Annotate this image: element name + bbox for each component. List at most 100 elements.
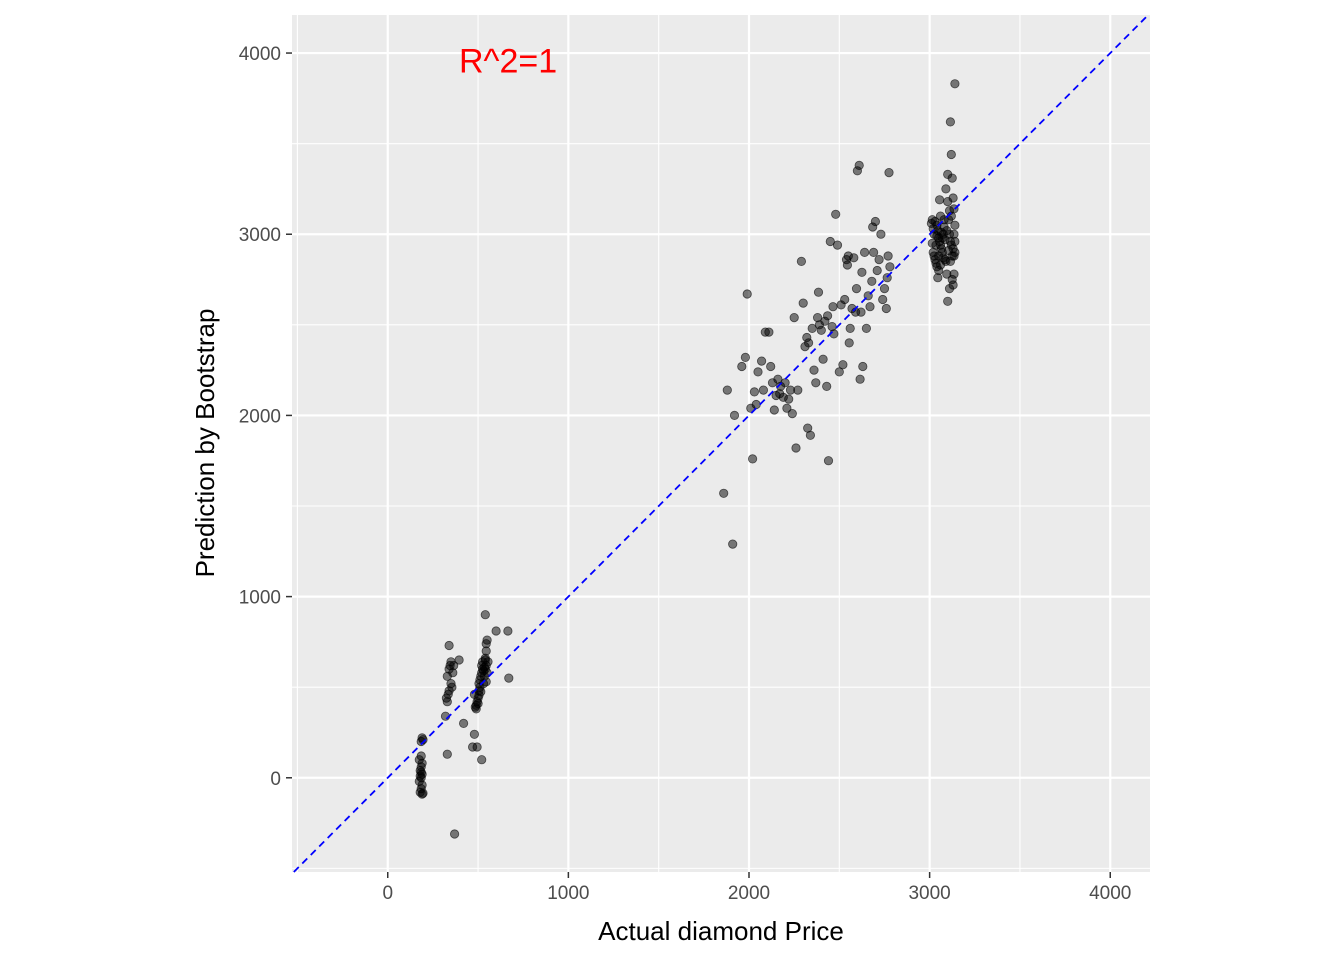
data-point (950, 220, 960, 230)
data-point (872, 265, 882, 276)
data-point (473, 698, 483, 709)
data-point (469, 729, 479, 739)
data-point (756, 356, 767, 366)
data-point (764, 327, 774, 337)
data-point (722, 385, 732, 395)
data-point (938, 253, 948, 263)
data-point (787, 408, 797, 419)
data-point (950, 79, 960, 89)
data-point (946, 149, 956, 160)
data-point (742, 289, 752, 299)
data-point (884, 168, 894, 178)
data-point (753, 367, 763, 377)
data-point (807, 323, 817, 333)
data-point (928, 224, 938, 234)
data-point (947, 173, 957, 183)
data-point (834, 367, 844, 377)
data-point (504, 673, 514, 683)
y-tick-label: 0 (270, 769, 281, 790)
y-tick-label: 1000 (239, 588, 281, 609)
data-point (949, 269, 959, 279)
data-point (844, 338, 854, 348)
data-point (874, 255, 884, 265)
data-point (449, 660, 459, 671)
data-point (868, 247, 879, 257)
data-point (822, 311, 833, 321)
data-point (472, 742, 482, 752)
x-axis-ticks: 0 1000 2000 3000 4000 (382, 872, 1131, 904)
data-point (481, 677, 491, 687)
data-point (503, 626, 513, 636)
data-point (728, 539, 738, 549)
data-point (851, 283, 862, 294)
annotation-r2: R^2=1 (459, 42, 557, 80)
reference-line-group (293, 14, 1149, 873)
data-point (950, 236, 960, 247)
data-point (883, 251, 893, 261)
data-point (878, 294, 888, 305)
major-gridlines (292, 15, 1150, 872)
y-tick-label: 2000 (239, 406, 281, 427)
x-axis-title: Actual diamond Price (598, 916, 844, 946)
x-tick-label: 3000 (908, 883, 950, 904)
data-point (879, 283, 890, 294)
data-point (796, 256, 807, 266)
data-point (818, 354, 828, 364)
x-tick-label: 1000 (547, 883, 589, 904)
data-point (940, 235, 950, 245)
data-point (832, 240, 843, 250)
data-point (927, 238, 937, 248)
data-point (747, 454, 758, 464)
data-point (479, 662, 489, 672)
data-point (942, 226, 952, 236)
data-point (780, 378, 790, 388)
data-point (458, 718, 469, 729)
minor-gridlines (292, 15, 1150, 872)
data-point (948, 280, 958, 290)
data-point (740, 352, 751, 362)
data-point (729, 410, 740, 420)
data-point (491, 626, 501, 636)
data-point (793, 385, 803, 395)
data-point (856, 307, 866, 317)
x-tick-label: 0 (382, 883, 393, 904)
data-point (805, 430, 816, 440)
data-point (838, 360, 848, 370)
data-point (885, 262, 895, 272)
data-point (416, 751, 426, 761)
data-point (782, 403, 792, 413)
data-point (881, 303, 891, 314)
data-point (444, 640, 454, 651)
data-point (784, 394, 794, 404)
data-point (849, 253, 859, 263)
data-point (857, 267, 867, 277)
data-point (840, 294, 850, 305)
data-point (719, 488, 729, 498)
data-point (854, 160, 864, 170)
data-point (845, 323, 855, 333)
data-point (945, 117, 956, 127)
data-point (861, 323, 872, 333)
data-point (859, 247, 870, 257)
data-point (416, 767, 426, 777)
data-point (876, 229, 886, 239)
y-tick-label: 4000 (239, 44, 281, 65)
data-point (943, 296, 953, 306)
data-point (798, 298, 808, 308)
data-point (418, 788, 428, 798)
data-point (477, 755, 487, 765)
data-point (947, 251, 957, 261)
y-axis-ticks: 0 1000 2000 3000 4000 (239, 44, 292, 790)
data-point (855, 374, 865, 384)
data-point (749, 387, 760, 397)
data-point (476, 687, 486, 697)
data-point (934, 195, 945, 205)
data-point (789, 312, 799, 323)
data-point (865, 302, 875, 312)
data-point (769, 405, 779, 415)
data-point (813, 287, 824, 297)
data-point (941, 184, 951, 194)
data-point (822, 381, 832, 391)
data-point (825, 236, 835, 247)
